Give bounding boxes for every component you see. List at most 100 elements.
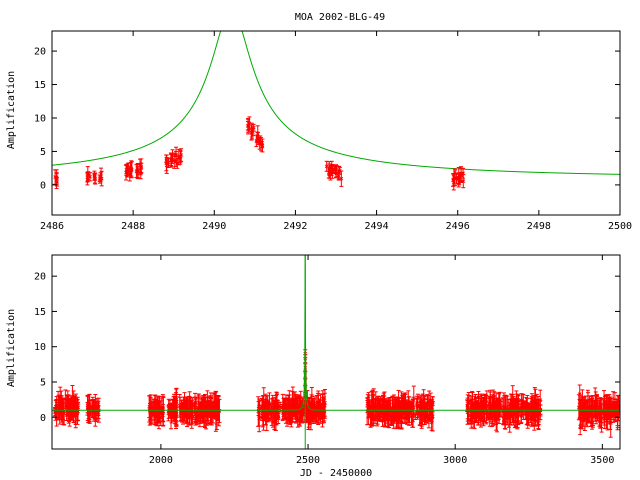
bottom-x-axis-label: JD - 2450000	[300, 468, 372, 479]
data-point	[456, 167, 461, 184]
y-tick-label: 0	[40, 413, 46, 424]
data-point	[280, 406, 285, 420]
x-tick-label: 3500	[590, 455, 614, 466]
data-point	[616, 394, 620, 422]
top-x-ticks: 2486 2488 2490 2492 2494 2496 2498 2500	[40, 31, 632, 232]
data-point	[85, 173, 90, 186]
data-point	[604, 394, 609, 422]
x-tick-label: 2500	[608, 221, 632, 232]
bottom-plot-frame	[51, 254, 621, 450]
data-point	[328, 164, 333, 181]
y-tick-label: 15	[34, 307, 46, 318]
data-point	[488, 404, 493, 420]
x-tick-label: 2486	[40, 221, 64, 232]
x-tick-label: 2492	[283, 221, 307, 232]
data-point	[257, 136, 262, 150]
y-tick-label: 10	[34, 113, 46, 124]
x-tick-label: 2490	[202, 221, 226, 232]
data-point	[294, 408, 299, 420]
data-point	[397, 400, 402, 422]
data-point	[612, 392, 617, 423]
data-point	[516, 395, 521, 417]
data-point	[586, 406, 591, 423]
data-point	[298, 400, 303, 423]
data-point	[583, 400, 588, 422]
y-tick-label: 5	[40, 147, 46, 158]
data-point	[138, 168, 143, 180]
y-tick-label: 20	[34, 272, 46, 283]
data-point	[602, 390, 607, 419]
data-point	[185, 403, 190, 428]
data-point	[156, 401, 161, 430]
data-point	[429, 405, 434, 420]
data-point	[255, 131, 260, 144]
data-point	[164, 157, 169, 174]
data-point	[172, 152, 177, 169]
data-point	[406, 396, 411, 416]
data-point	[475, 404, 480, 414]
data-point	[257, 400, 262, 418]
top-data-points	[53, 116, 466, 191]
data-point	[415, 405, 420, 420]
data-point	[98, 172, 103, 183]
data-point	[308, 401, 313, 431]
data-point	[166, 405, 171, 422]
data-point	[260, 405, 265, 421]
top-model-curve	[52, 31, 620, 175]
data-point	[88, 172, 93, 182]
data-point	[494, 392, 499, 421]
data-point	[129, 161, 134, 179]
y-tick-label: 20	[34, 47, 46, 58]
data-point	[504, 407, 509, 420]
y-tick-label: 5	[40, 377, 46, 388]
data-point	[285, 398, 290, 418]
x-tick-label: 3000	[443, 455, 467, 466]
data-point	[290, 390, 295, 420]
data-point	[478, 410, 483, 419]
x-tick-label: 2494	[365, 221, 389, 232]
data-point	[273, 399, 278, 417]
data-point	[513, 399, 518, 427]
model-curve-line	[52, 255, 620, 411]
y-tick-label: 10	[34, 342, 46, 353]
y-tick-label: 0	[40, 180, 46, 191]
chart-title: MOA 2002-BLG-49	[295, 12, 385, 23]
data-point	[65, 395, 70, 415]
data-point	[322, 403, 327, 414]
data-point	[250, 127, 255, 137]
data-point	[461, 167, 466, 179]
top-panel: 2486 2488 2490 2492 2494 2496 2498 2500 0510152…	[6, 30, 632, 232]
data-point	[588, 398, 593, 416]
data-point	[310, 400, 315, 423]
data-point	[124, 164, 129, 181]
y-tick-label: 15	[34, 80, 46, 91]
top-y-axis-label: Amplification	[6, 71, 17, 149]
data-point	[465, 399, 470, 425]
data-point	[518, 403, 523, 413]
data-point	[73, 398, 78, 429]
data-point	[420, 393, 425, 419]
bottom-y-ticks: 0 5 10 15 20	[34, 272, 620, 424]
top-plot-frame	[51, 30, 621, 216]
data-point	[381, 394, 386, 422]
data-point	[54, 398, 59, 414]
model-curve-line	[52, 31, 620, 175]
x-tick-label: 2500	[296, 455, 320, 466]
data-point	[524, 403, 529, 414]
data-point	[160, 394, 165, 422]
data-point	[187, 391, 192, 420]
data-point	[276, 401, 281, 410]
data-point	[318, 393, 323, 420]
data-point	[69, 402, 74, 410]
data-point	[393, 408, 398, 422]
data-point	[216, 396, 221, 421]
x-tick-label: 2488	[121, 221, 145, 232]
data-point	[339, 170, 344, 187]
bottom-model-curve	[52, 255, 620, 449]
data-point	[589, 416, 594, 427]
data-point	[200, 407, 205, 418]
bottom-data-points	[52, 349, 620, 438]
data-point	[179, 148, 184, 162]
